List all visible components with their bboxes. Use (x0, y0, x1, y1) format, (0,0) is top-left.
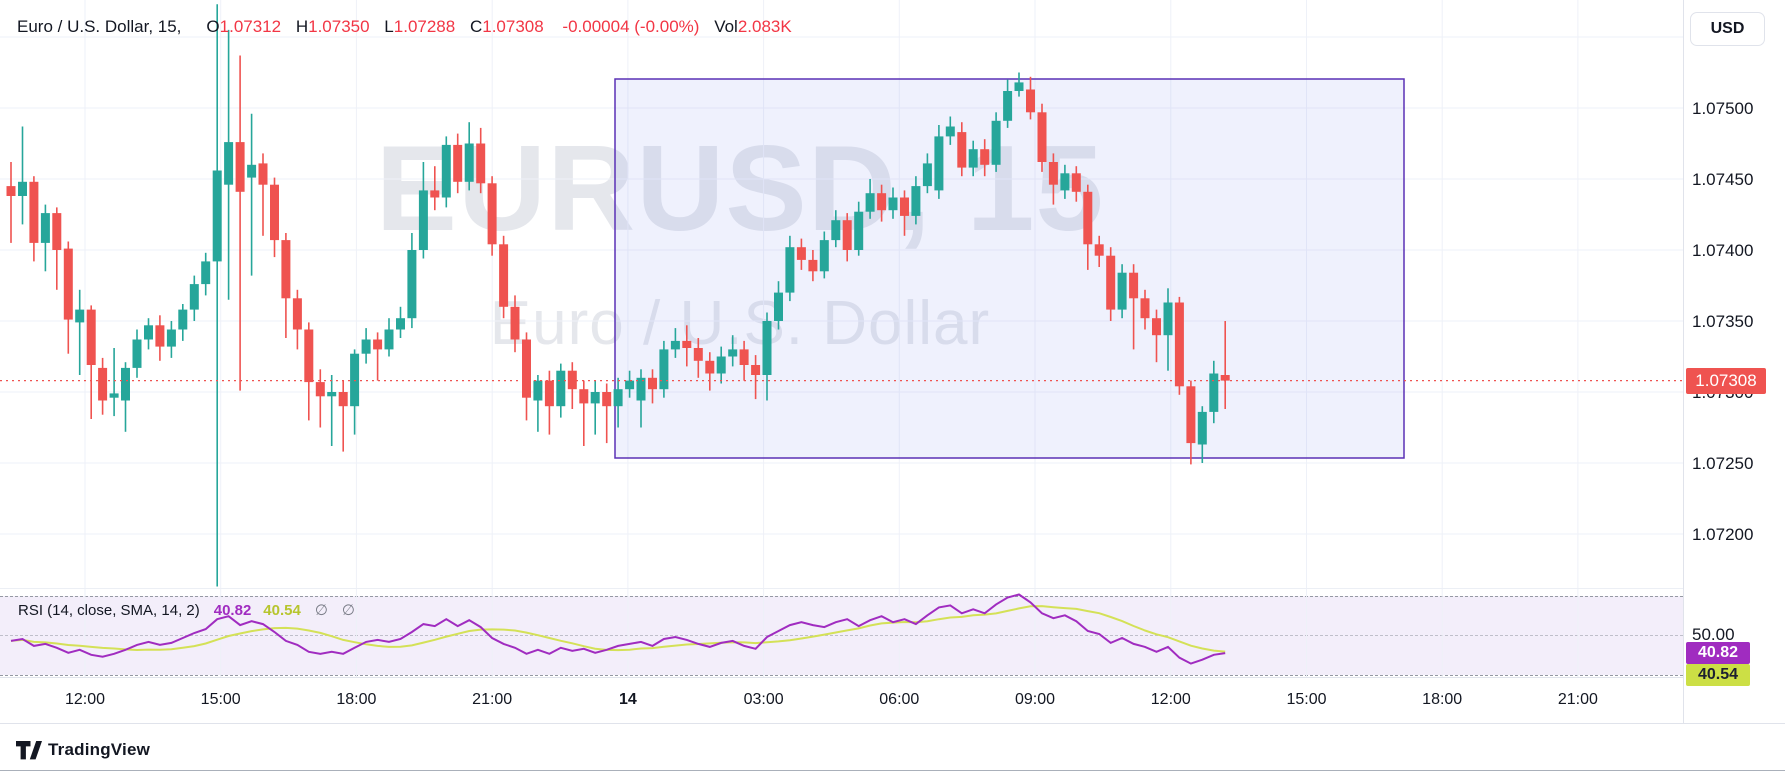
volume-value: 2.083K (737, 17, 792, 36)
rsi-sma-value: 40.54 (263, 602, 301, 619)
time-tick-label: 09:00 (1014, 691, 1056, 708)
rsi-lower-level-line (0, 675, 1683, 676)
tradingview-brand-text[interactable]: TradingView (48, 740, 151, 759)
time-tick-day-change: 14 (618, 691, 637, 708)
rsi-sma-value-badge: 40.54 (1686, 664, 1750, 687)
rsi-upper-level-line (0, 596, 1683, 597)
rsi-line (10, 593, 1226, 665)
rsi-empty-marker-1: ∅ (314, 602, 328, 619)
time-tick-label: 12:00 (1150, 691, 1191, 708)
time-tick-label: 06:00 (879, 691, 920, 708)
time-tick-label: 18:00 (336, 691, 377, 708)
rsi-sma-line (10, 605, 1226, 653)
price-tick-label: 1.07400 (1692, 241, 1754, 260)
open-value: 1.07312 (219, 17, 282, 36)
price-tick-label: 1.07250 (1692, 454, 1754, 473)
time-tick-label: 03:00 (743, 691, 784, 708)
rsi-legend[interactable]: RSI (14, close, SMA, 14, 2) 40.82 40.54 … (18, 601, 355, 619)
rsi-middle-level-line (0, 635, 1683, 636)
low-label: L (384, 17, 394, 36)
currency-toggle-button[interactable]: USD (1690, 12, 1765, 46)
price-tick-label: 1.07200 (1692, 525, 1754, 544)
price-axis-separator (1683, 0, 1684, 723)
time-axis[interactable]: 12:00 15:00 18:00 21:00 14 03:00 06:00 09:00 12:… (0, 678, 1683, 723)
pane-separator[interactable] (0, 588, 1683, 589)
symbol-legend[interactable]: Euro / U.S. Dollar, 15, O1.07312 H1.0735… (17, 17, 792, 37)
high-label: H (295, 17, 309, 36)
low-value: 1.07288 (393, 17, 456, 36)
price-tick-label: 1.07450 (1692, 170, 1754, 189)
close-value: 1.07308 (482, 17, 544, 36)
time-axis-separator (0, 677, 1785, 678)
time-tick-label: 12:00 (64, 691, 106, 708)
time-tick-label: 21:00 (472, 691, 513, 708)
last-price-badge: 1.07308 (1686, 367, 1766, 394)
bottom-border (0, 770, 1785, 771)
open-label: O (206, 17, 220, 36)
rsi-value-badge: 40.82 (1686, 642, 1750, 665)
time-tick-label: 18:00 (1422, 691, 1463, 708)
rsi-value: 40.82 (213, 602, 252, 619)
change-value: -0.00004 (-0.00%) (562, 17, 700, 36)
footer-brand[interactable]: TradingView (16, 740, 150, 760)
price-tick-label: 1.07350 (1692, 312, 1754, 331)
candlestick-chart-canvas[interactable] (0, 0, 1683, 677)
symbol-title[interactable]: Euro / U.S. Dollar, 15, (17, 17, 182, 36)
tradingview-logo-icon[interactable] (16, 740, 42, 760)
footer-separator (0, 723, 1785, 724)
close-label: C (469, 17, 483, 36)
price-tick-label: 1.07500 (1692, 99, 1754, 118)
price-axis[interactable]: 1.075001.074501.074001.073501.073001.072… (1684, 0, 1785, 723)
selection-box (614, 78, 1405, 459)
volume-label: Vol (714, 17, 738, 36)
rsi-mid-level-label: 50.00 (1692, 625, 1735, 644)
rsi-label[interactable]: RSI (14, close, SMA, 14, 2) (18, 602, 200, 619)
time-tick-label: 15:00 (200, 691, 241, 708)
high-value: 1.07350 (308, 17, 370, 36)
rsi-empty-marker-2: ∅ (341, 602, 355, 619)
time-tick-label: 21:00 (1557, 691, 1598, 708)
time-tick-label: 15:00 (1286, 691, 1327, 708)
